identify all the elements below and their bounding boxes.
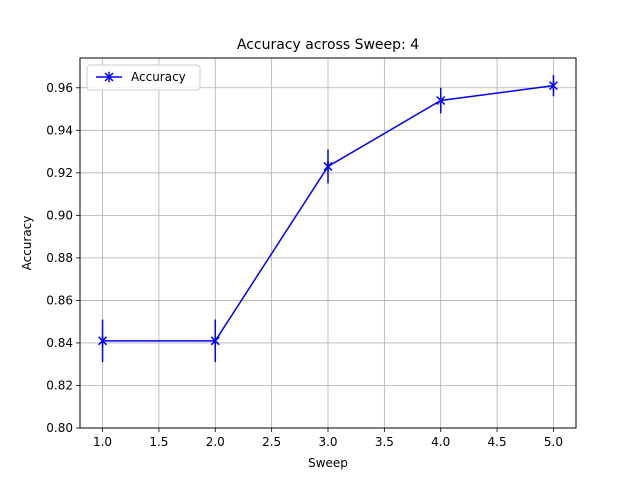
legend-label: Accuracy bbox=[131, 70, 186, 84]
y-tick-label: 0.90 bbox=[46, 208, 73, 222]
ticks: 1.0 1.5 2.0 2.5 3.0 3.5 4.0 4.5 5.0 0.80 0.82 0.84 0… bbox=[46, 81, 563, 449]
data-point-marker bbox=[548, 80, 558, 91]
data-point-marker bbox=[323, 161, 333, 172]
x-tick-label: 4.0 bbox=[431, 435, 450, 449]
y-tick-label: 0.94 bbox=[46, 123, 73, 137]
x-tick-label: 4.5 bbox=[488, 435, 507, 449]
legend: Accuracy bbox=[86, 64, 201, 91]
chart-title: Accuracy across Sweep: 4 bbox=[237, 37, 419, 53]
x-tick-label: 3.5 bbox=[375, 435, 394, 449]
data-point-marker bbox=[98, 335, 108, 347]
y-tick-label: 0.96 bbox=[46, 81, 73, 95]
y-axis-label: Accuracy bbox=[20, 216, 34, 271]
x-tick-label: 1.5 bbox=[149, 435, 168, 449]
y-tick-label: 0.84 bbox=[46, 336, 73, 350]
x-tick-label: 1.0 bbox=[93, 435, 112, 449]
x-tick-label: 5.0 bbox=[544, 435, 563, 449]
y-tick-label: 0.86 bbox=[46, 293, 73, 307]
x-tick-label: 3.0 bbox=[318, 435, 337, 449]
x-axis-label: Sweep bbox=[308, 456, 348, 470]
x-tick-label: 2.5 bbox=[262, 435, 281, 449]
plot-area bbox=[98, 75, 558, 363]
data-point-marker bbox=[436, 95, 446, 106]
y-tick-label: 0.80 bbox=[46, 421, 73, 435]
x-tick-label: 2.0 bbox=[206, 435, 225, 449]
y-tick-label: 0.92 bbox=[46, 166, 73, 180]
y-tick-label: 0.88 bbox=[46, 251, 73, 265]
legend-box bbox=[86, 64, 201, 91]
legend-marker bbox=[104, 71, 114, 83]
data-point-marker bbox=[210, 335, 220, 347]
y-tick-label: 0.82 bbox=[46, 378, 73, 392]
